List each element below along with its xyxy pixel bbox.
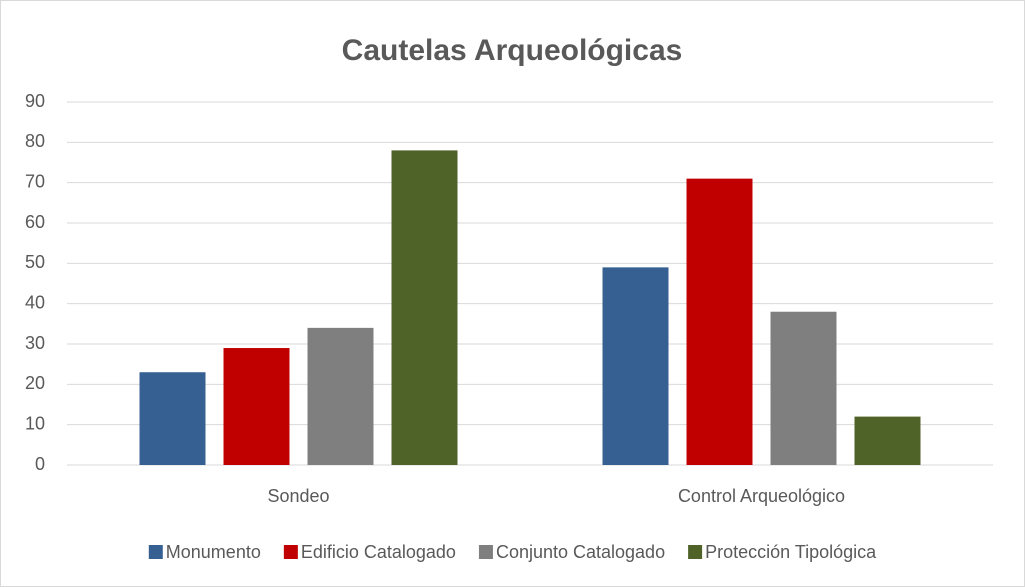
bar — [854, 416, 921, 465]
legend-swatch — [283, 545, 298, 559]
bar — [307, 327, 374, 465]
legend-swatch — [148, 545, 163, 559]
y-tick-label: 0 — [35, 454, 45, 474]
legend-label: Monumento — [166, 542, 261, 562]
y-tick-label: 30 — [25, 333, 45, 353]
y-tick-label: 80 — [25, 131, 45, 151]
legend-swatch — [478, 545, 493, 559]
chart-title: Cautelas Arqueológicas — [342, 34, 683, 67]
y-tick-label: 10 — [25, 413, 45, 433]
x-tick-label: Control Arqueológico — [678, 486, 845, 506]
bar — [686, 178, 753, 465]
bar — [223, 348, 290, 465]
y-tick-label: 40 — [25, 292, 45, 312]
x-tick-label: Sondeo — [267, 486, 329, 506]
y-tick-label: 50 — [25, 252, 45, 272]
legend-label: Conjunto Catalogado — [496, 542, 665, 562]
legend-label: Edificio Catalogado — [301, 542, 456, 562]
legend-swatch — [688, 545, 703, 559]
bar — [770, 311, 837, 465]
y-tick-label: 90 — [25, 91, 45, 111]
bar — [139, 372, 206, 465]
bar — [391, 150, 458, 465]
legend-label: Protección Tipológica — [705, 542, 877, 562]
y-tick-label: 60 — [25, 212, 45, 232]
bar — [602, 267, 669, 465]
y-tick-label: 20 — [25, 373, 45, 393]
y-tick-label: 70 — [25, 171, 45, 191]
